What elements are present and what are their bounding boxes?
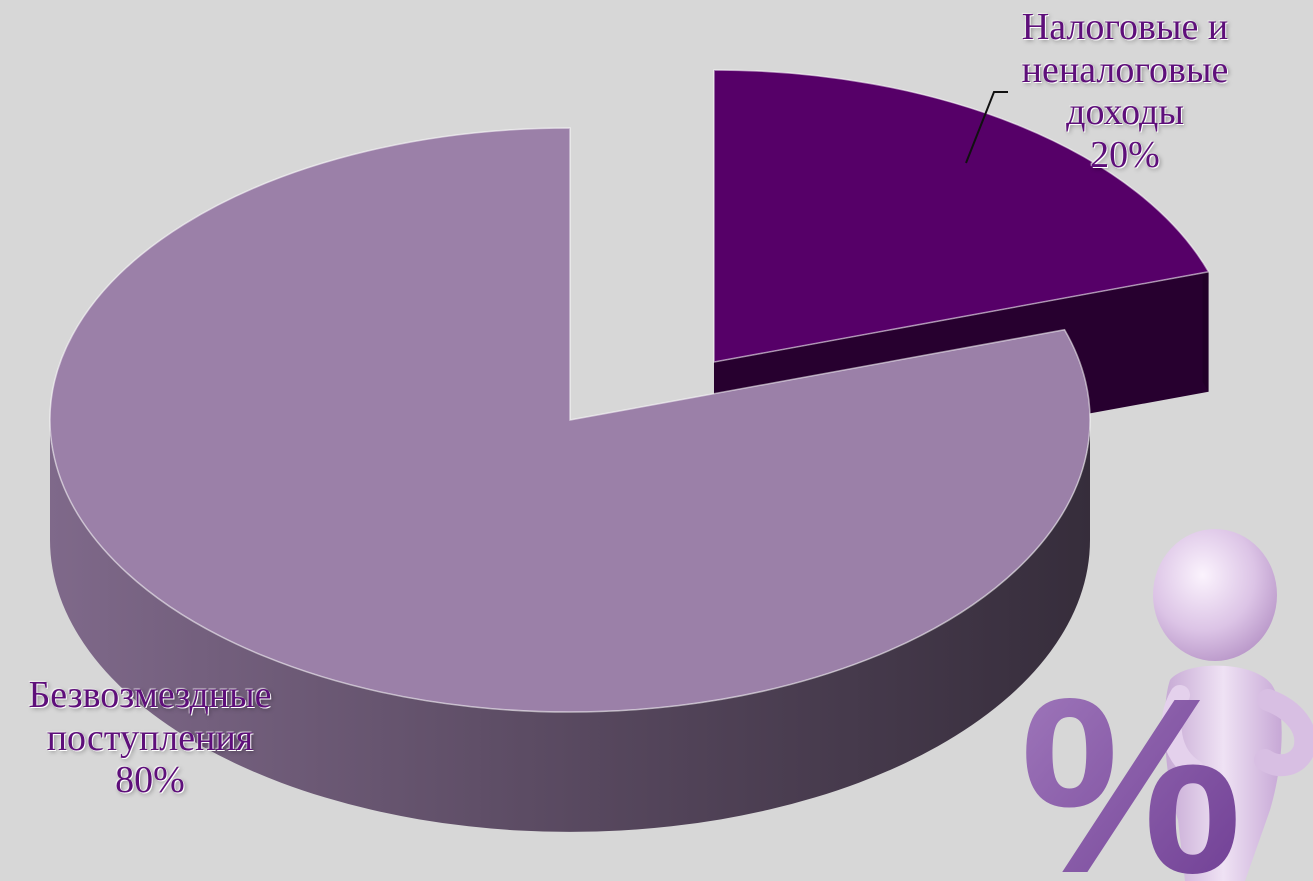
data-label-grants-line-1: Безвозмездные: [28, 674, 272, 716]
pie-slice-top: [713, 69, 1210, 363]
pie-slice-1: [49, 127, 1091, 832]
percent-glyph: %: [1020, 646, 1242, 881]
pie-slice-top: [49, 127, 1091, 713]
data-label-grants-value: 80%: [115, 759, 185, 802]
data-label-tax-line-2: неналоговые: [1021, 48, 1229, 91]
data-label-grants: Безвозмездные поступления 80%: [0, 674, 300, 802]
pie-slice-wall: [50, 420, 1090, 832]
data-label-tax-value: 20%: [1090, 133, 1160, 176]
data-label-tax-line-3: доходы: [1066, 91, 1184, 134]
data-label-tax-line-1: Налоговые и: [1021, 6, 1229, 48]
pie-slice-wall: [1202, 262, 1209, 392]
percent-figure-icon: %: [1020, 529, 1313, 881]
data-label-grants-line-2: поступления: [46, 716, 254, 759]
data-label-tax-revenue: Налоговые и неналоговые доходы 20%: [990, 6, 1260, 176]
